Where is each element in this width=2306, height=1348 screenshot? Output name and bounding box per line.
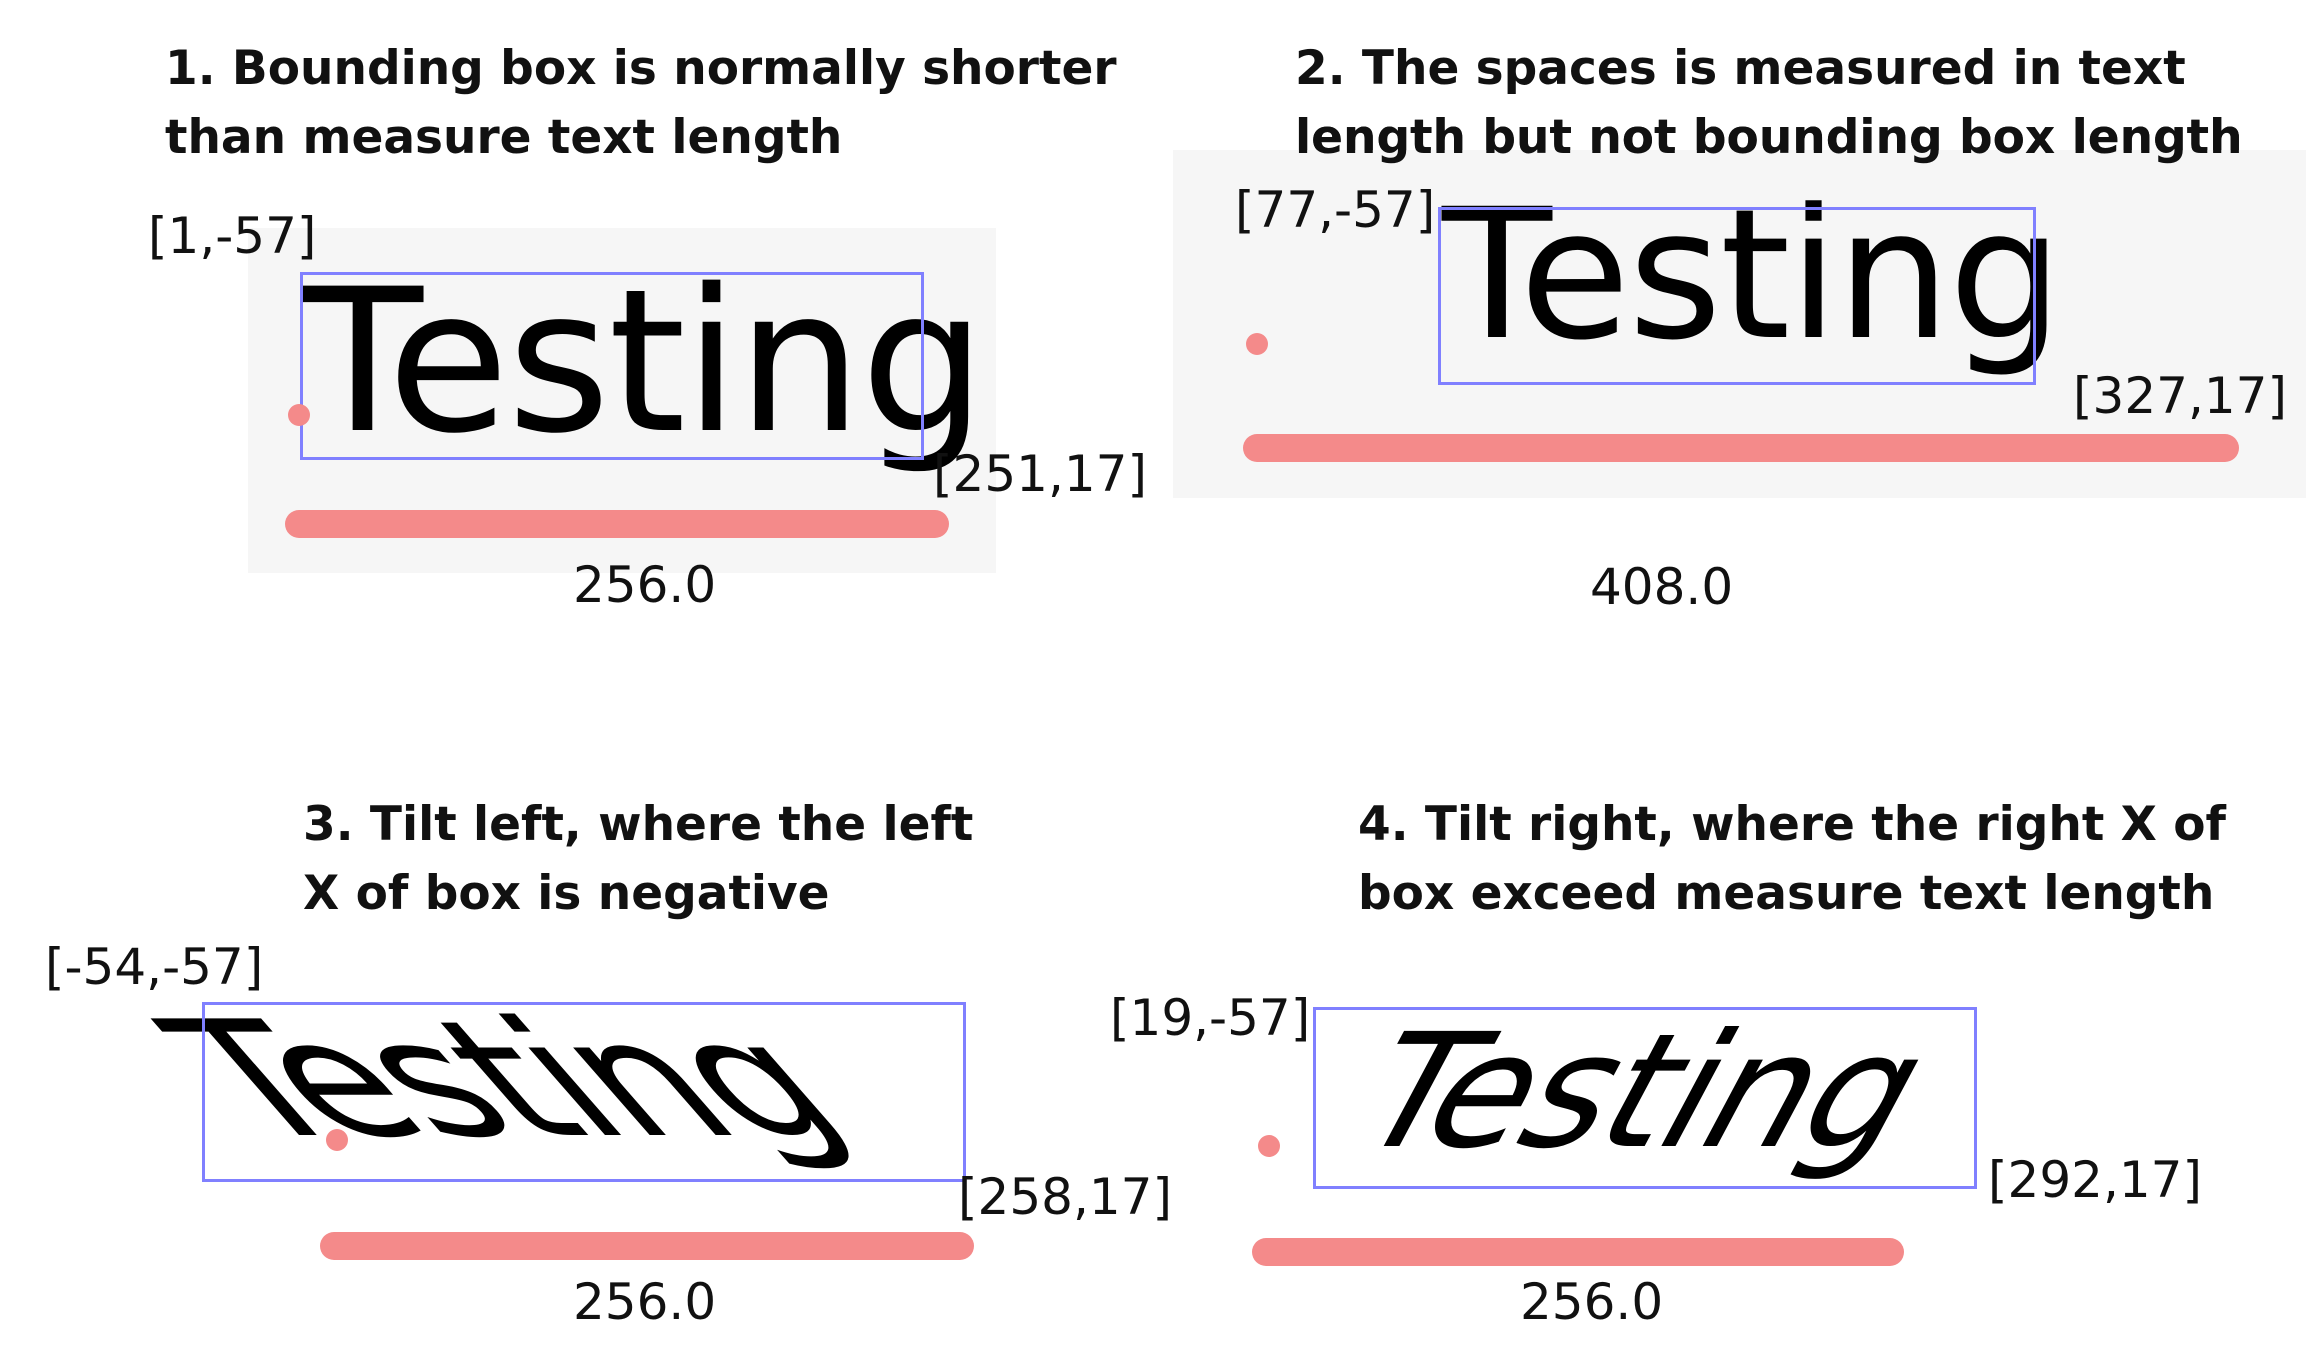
panel-2-top-left-coordinate: [77,-57] (1235, 181, 1436, 239)
heading-1-line-2: than measure text length (165, 110, 843, 165)
heading-2-overlay: length but not bounding box length (1295, 103, 2243, 172)
panel-2-sample-text: Testing (1442, 171, 2063, 380)
panel-3-bottom-right-coordinate: [258,17] (958, 1168, 1172, 1226)
panel-4-bottom-right-coordinate: [292,17] (1988, 1151, 2202, 1209)
panel-2-measure-value: 408.0 (1590, 558, 1734, 616)
panel-1-measure-bar (285, 510, 949, 538)
heading-4-line-1: 4. Tilt right, where the right X of (1358, 797, 2227, 852)
panel-4-top-left-coordinate: [19,-57] (1110, 989, 1311, 1047)
panel-2-bottom-right-coordinate: [327,17] (2073, 367, 2287, 425)
panel-3-top-left-coordinate: [-54,-57] (45, 938, 264, 996)
heading-4: 4. Tilt right, where the right X of box … (1358, 790, 2226, 928)
panel-3-origin-dot (326, 1129, 348, 1151)
heading-1: 1. Bounding box is normally shorter than… (165, 34, 1117, 172)
heading-2-line-2-overlay: length but not bounding box length (1295, 110, 2243, 165)
panel-3-measure-value: 256.0 (573, 1273, 717, 1331)
heading-3-line-2: X of box is negative (303, 866, 830, 921)
panel-1-sample-text: Testing (302, 246, 986, 477)
heading-3-line-1: 3. Tilt left, where the left (303, 797, 974, 852)
panel-4-measure-value: 256.0 (1520, 1273, 1664, 1331)
panel-1-bottom-right-coordinate: [251,17] (933, 445, 1147, 503)
heading-2-line-1: 2. The spaces is measured in text (1295, 41, 2186, 96)
panel-3-bounding-box (202, 1002, 966, 1182)
panel-2-bounding-box (1438, 207, 2036, 385)
panel-1-top-left-coordinate: [1,-57] (148, 207, 317, 265)
heading-3: 3. Tilt left, where the left X of box is… (303, 790, 973, 928)
panel-1-origin-dot (288, 404, 310, 426)
heading-4-line-2: box exceed measure text length (1358, 866, 2215, 921)
panel-4-measure-bar (1252, 1238, 1904, 1266)
panel-3-measure-bar (320, 1232, 974, 1260)
panel-1-measure-value: 256.0 (573, 556, 717, 614)
heading-1-line-1: 1. Bounding box is normally shorter (165, 41, 1117, 96)
panel-4-bounding-box (1313, 1007, 1977, 1189)
panel-1-bounding-box (300, 272, 924, 460)
panel-2-measure-bar (1243, 434, 2239, 462)
panel-4-origin-dot (1258, 1135, 1280, 1157)
panel-2-origin-dot (1246, 333, 1268, 355)
